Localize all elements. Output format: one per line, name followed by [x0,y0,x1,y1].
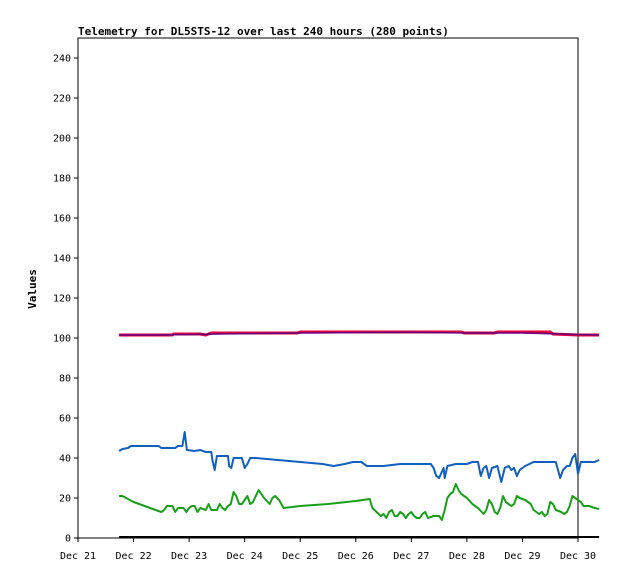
y-tick-label: 180 [53,174,71,185]
x-axis: Dec 21 Dec 22 Dec 23 Dec 24 Dec 25 Dec 26 Dec … [60,538,596,562]
y-tick-label: 80 [59,374,71,385]
y-tick-label: 240 [53,54,71,65]
series-line-2 [119,331,600,336]
y-tick-label: 120 [53,294,71,305]
y-tick-label: 220 [53,94,71,105]
x-tick-label: Dec 30 [560,551,596,562]
x-tick-label: Dec 26 [338,551,374,562]
x-tick-label: Dec 24 [227,551,263,562]
y-tick-label: 0 [65,534,71,545]
x-tick-label: Dec 25 [282,551,318,562]
y-tick-label: 160 [53,214,71,225]
y-tick-label: 200 [53,134,71,145]
y-tick-label: 20 [59,494,71,505]
y-tick-label: 100 [53,334,71,345]
y-tick-label: 60 [59,414,71,425]
x-tick-label: Dec 22 [115,551,151,562]
y-tick-label: 140 [53,254,71,265]
series-layer [118,330,600,538]
y-tick-label: 40 [59,454,71,465]
x-tick-label: Dec 27 [393,551,429,562]
series-line-3 [118,431,600,483]
x-tick-label: Dec 23 [171,551,207,562]
x-tick-label: Dec 28 [449,551,485,562]
y-axis-title: Values [26,269,39,309]
y-axis: 0 20 40 60 80 100 120 140 160 180 200 220 240 [53,54,78,545]
x-tick-label: Dec 29 [504,551,540,562]
series-line-4 [119,483,600,521]
x-tick-label: Dec 21 [60,551,96,562]
chart-title: Telemetry for DL5STS-12 over last 240 ho… [78,25,449,38]
plot-area [77,37,579,539]
